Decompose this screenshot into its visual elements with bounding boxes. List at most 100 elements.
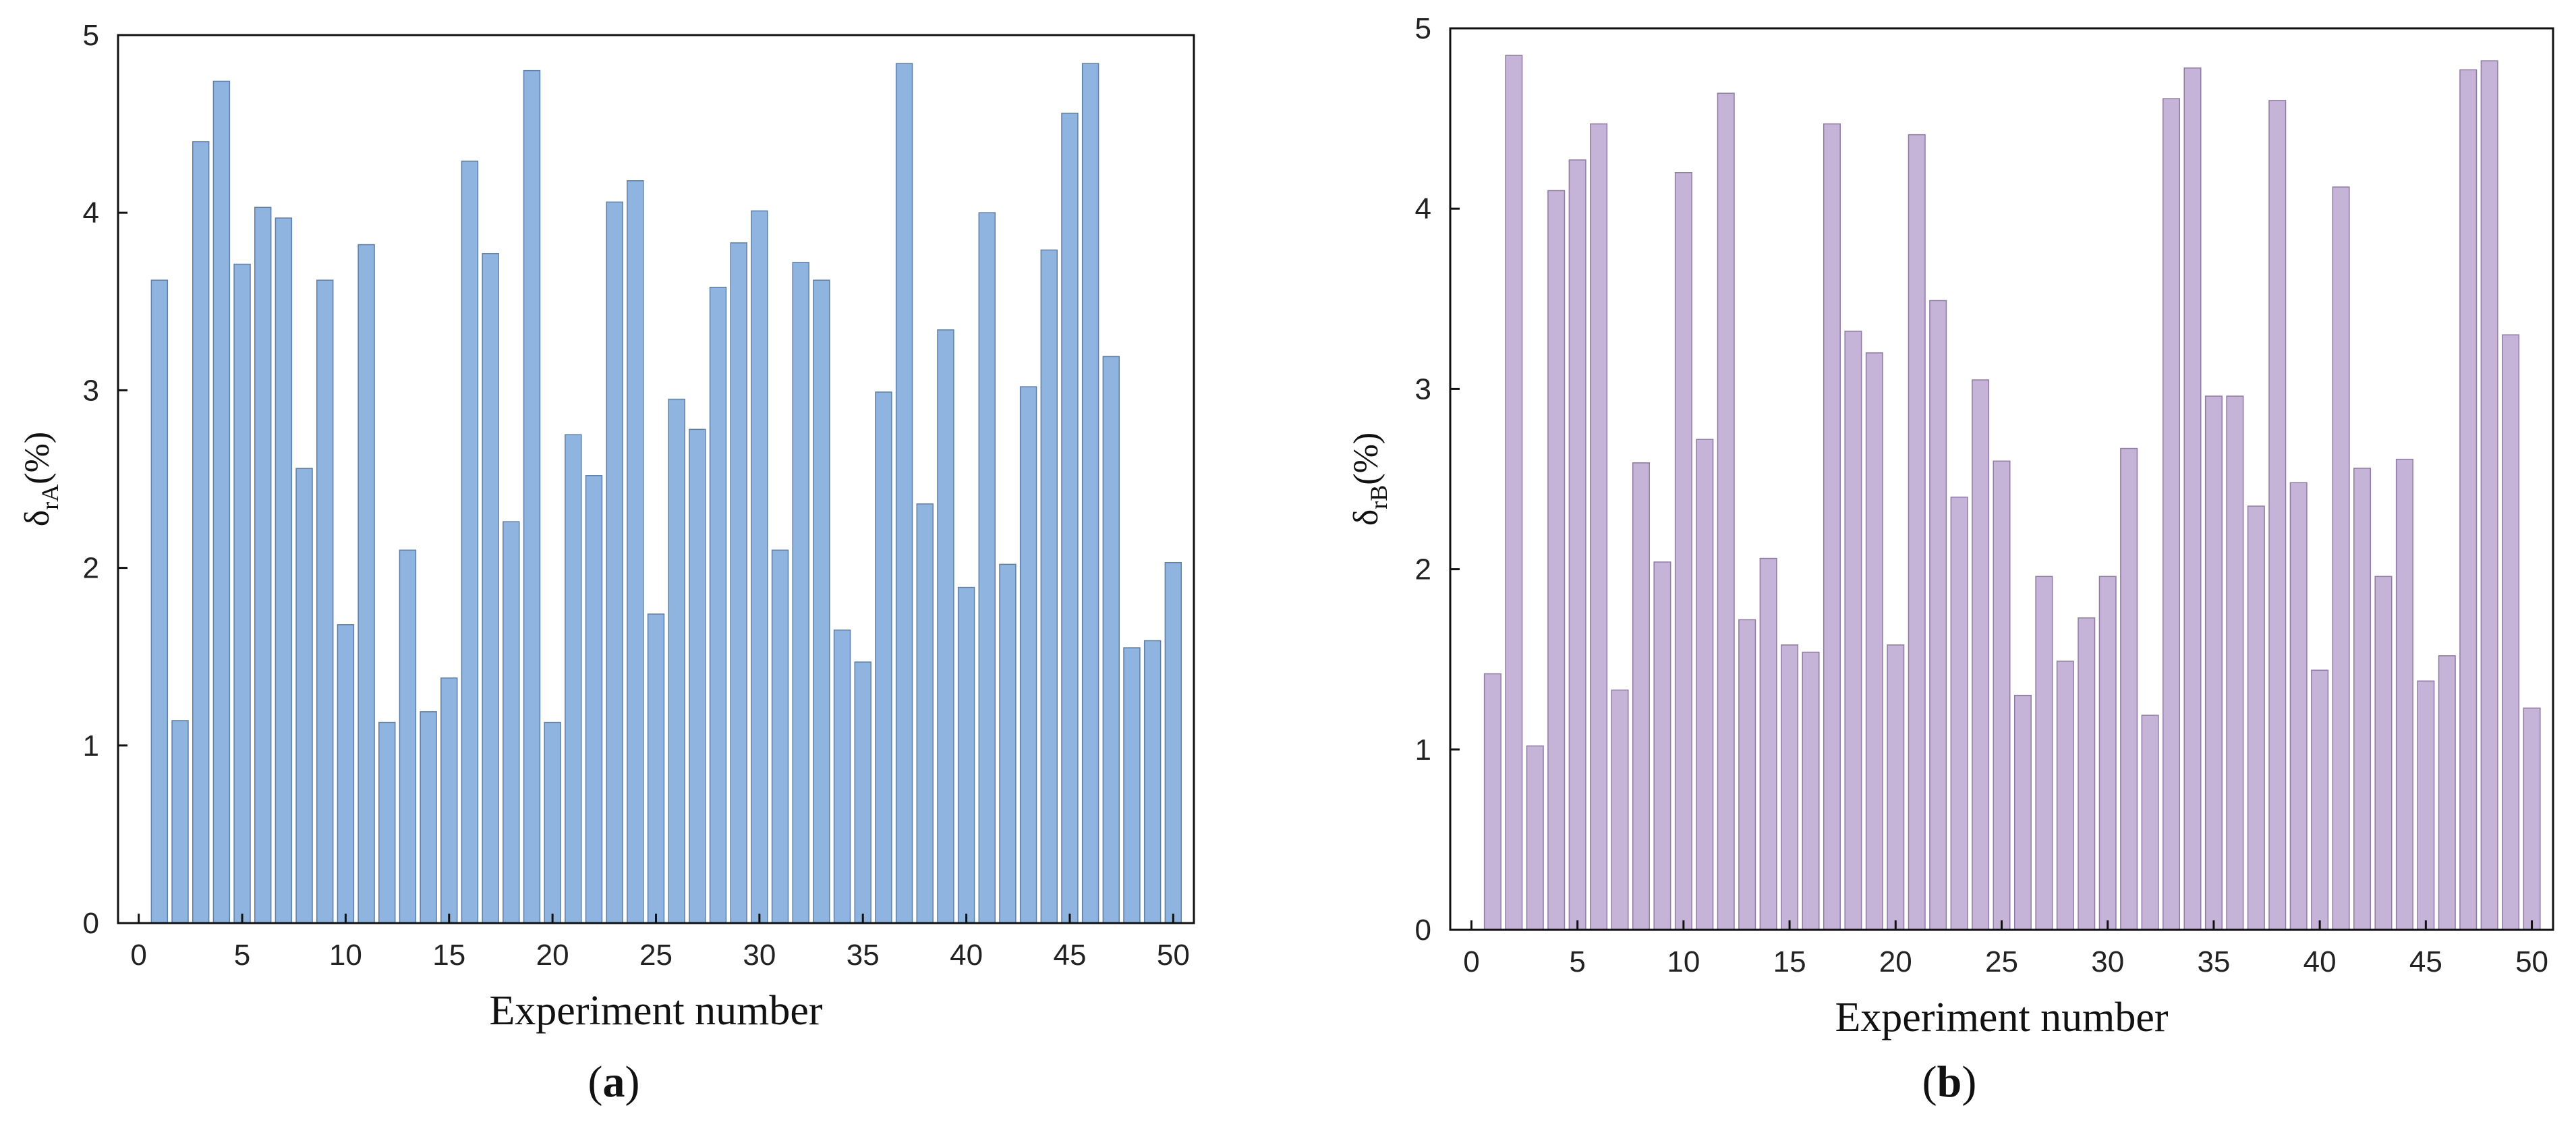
panel-a-y-axis-label: δrA(%) [18, 432, 63, 526]
panel-b-bar-11 [1696, 439, 1714, 930]
panel-b-bar-47 [2459, 69, 2478, 930]
panel-a-bar-25 [647, 613, 665, 924]
panel-b-bar-48 [2480, 60, 2498, 930]
panel-a-bar-50 [1164, 561, 1182, 924]
panel-b-bar-13 [1738, 619, 1756, 930]
panel-b-bar-27 [2035, 576, 2053, 930]
panel-b-bar-7 [1611, 689, 1629, 930]
panel-a-bar-34 [833, 629, 851, 924]
panel-b-bar-12 [1717, 92, 1735, 930]
panel-b-bar-46 [2438, 655, 2456, 930]
panel-a-bar-12 [378, 721, 396, 924]
panel-a-ytick-label-2: 2 [83, 552, 99, 585]
panel-a-xtick-label-35: 35 [847, 939, 880, 972]
panel-b-bar-31 [2120, 447, 2138, 930]
panel-b-xtick-label-45: 45 [2409, 945, 2442, 978]
panel-b-bar-45 [2417, 680, 2435, 930]
panel-a-x-axis-label: Experiment number [489, 988, 822, 1034]
panel-a-bar-3 [192, 141, 210, 924]
panel-a-bar-49 [1143, 640, 1162, 924]
panel-b-bar-9 [1653, 561, 1671, 930]
panel-b-bar-37 [2247, 505, 2265, 930]
panel-b-bar-2 [1505, 55, 1523, 930]
panel-b-bar-10 [1674, 172, 1692, 930]
panel-a-bar-37 [895, 63, 913, 924]
panel-a-bar-32 [792, 262, 809, 924]
panel-a-xtick-label-15: 15 [432, 939, 465, 972]
panel-b-bar-5 [1568, 159, 1586, 930]
panel-b-bar-17 [1823, 123, 1841, 930]
panel-b-xtick-label-35: 35 [2197, 945, 2230, 978]
panel-b-bar-40 [2311, 669, 2329, 930]
panel-a-bar-19 [523, 70, 541, 924]
panel-a-bar-1 [150, 279, 169, 924]
panel-b-ytick-label-1: 1 [1415, 733, 1431, 767]
panel-b-bar-30 [2098, 576, 2117, 930]
panel-b-ytick-label-0: 0 [1415, 914, 1431, 947]
panel-b-ytick-label-3: 3 [1415, 372, 1431, 406]
panel-a-bar-27 [689, 428, 706, 924]
panel-b-xtick-label-20: 20 [1879, 945, 1912, 978]
panel-a-bar-29 [730, 242, 747, 924]
panel-b-bar-16 [1802, 651, 1820, 930]
panel-a-bar-18 [503, 521, 520, 924]
panel-a-bar-44 [1040, 249, 1058, 924]
panel-a-bar-8 [295, 468, 313, 924]
panel-b-xtick-label-25: 25 [1985, 945, 2018, 978]
panel-b-bar-24 [1972, 379, 1990, 930]
panel-a-bar-24 [627, 180, 644, 924]
panel-b-bar-23 [1950, 496, 1968, 930]
panel-a-xtick-label-45: 45 [1053, 939, 1086, 972]
panel-a-xtick-label-50: 50 [1157, 939, 1190, 972]
panel-a-bar-46 [1081, 63, 1099, 924]
panel-b-bar-26 [2013, 694, 2032, 930]
panel-a-bar-2 [171, 720, 189, 924]
panel-a-bar-30 [751, 210, 768, 924]
panel-a-bar-40 [957, 586, 975, 924]
panel-b-bar-44 [2395, 458, 2413, 930]
panel-b-bar-34 [2183, 67, 2202, 930]
panel-b-xtick-label-10: 10 [1667, 945, 1700, 978]
panel-b-bar-36 [2226, 395, 2244, 930]
panel-a-bar-11 [357, 244, 375, 924]
panel-a-xtick-label-0: 0 [130, 939, 146, 972]
panel-a-bar-15 [440, 677, 458, 924]
panel-a-bar-39 [937, 329, 954, 924]
panel-a-bar-17 [482, 252, 499, 924]
panel-b-xtick-label-50: 50 [2515, 945, 2548, 978]
panel-b-ytick-label-4: 4 [1415, 192, 1431, 225]
panel-a-ytick-label-1: 1 [83, 729, 99, 762]
panel-a-bar-23 [606, 201, 623, 924]
panel-b-bar-25 [1993, 460, 2011, 930]
panel-a-bar-28 [709, 286, 727, 924]
panel-a-bar-16 [461, 161, 479, 924]
panel-b-xtick-label-40: 40 [2303, 945, 2337, 978]
panel-a-ytick-label-3: 3 [83, 374, 99, 407]
panel-a-xtick-label-5: 5 [234, 939, 250, 972]
panel-a-bar-9 [316, 279, 334, 924]
panel-a-bar-26 [668, 398, 685, 924]
panel-b-xtick-label-0: 0 [1463, 945, 1479, 978]
panel-b-bar-14 [1759, 557, 1777, 930]
panel-b-bar-22 [1929, 300, 1947, 930]
panel-a-xtick-label-25: 25 [639, 939, 672, 972]
panel-b-bar-35 [2204, 395, 2223, 930]
panel-a-xtick-label-20: 20 [536, 939, 569, 972]
panel-b-bar-43 [2374, 576, 2393, 930]
panel-b-bar-8 [1632, 462, 1650, 930]
panel-a-bar-21 [565, 434, 582, 924]
panel-a-bar-43 [1019, 386, 1037, 924]
panel-a-panel-label: (a) [588, 1057, 640, 1107]
panel-b-bar-20 [1887, 644, 1905, 930]
panel-b-bar-29 [2078, 617, 2096, 930]
panel-a-bar-20 [544, 721, 561, 924]
panel-a-bar-42 [999, 563, 1017, 924]
panel-a-ytick-label-4: 4 [83, 196, 99, 229]
panel-a-bar-5 [233, 263, 251, 924]
panel-a-bar-41 [978, 212, 996, 924]
panel-b-bar-38 [2268, 100, 2287, 930]
panel-a-xtick-label-40: 40 [950, 939, 983, 972]
panel-a-xtick-label-10: 10 [329, 939, 362, 972]
